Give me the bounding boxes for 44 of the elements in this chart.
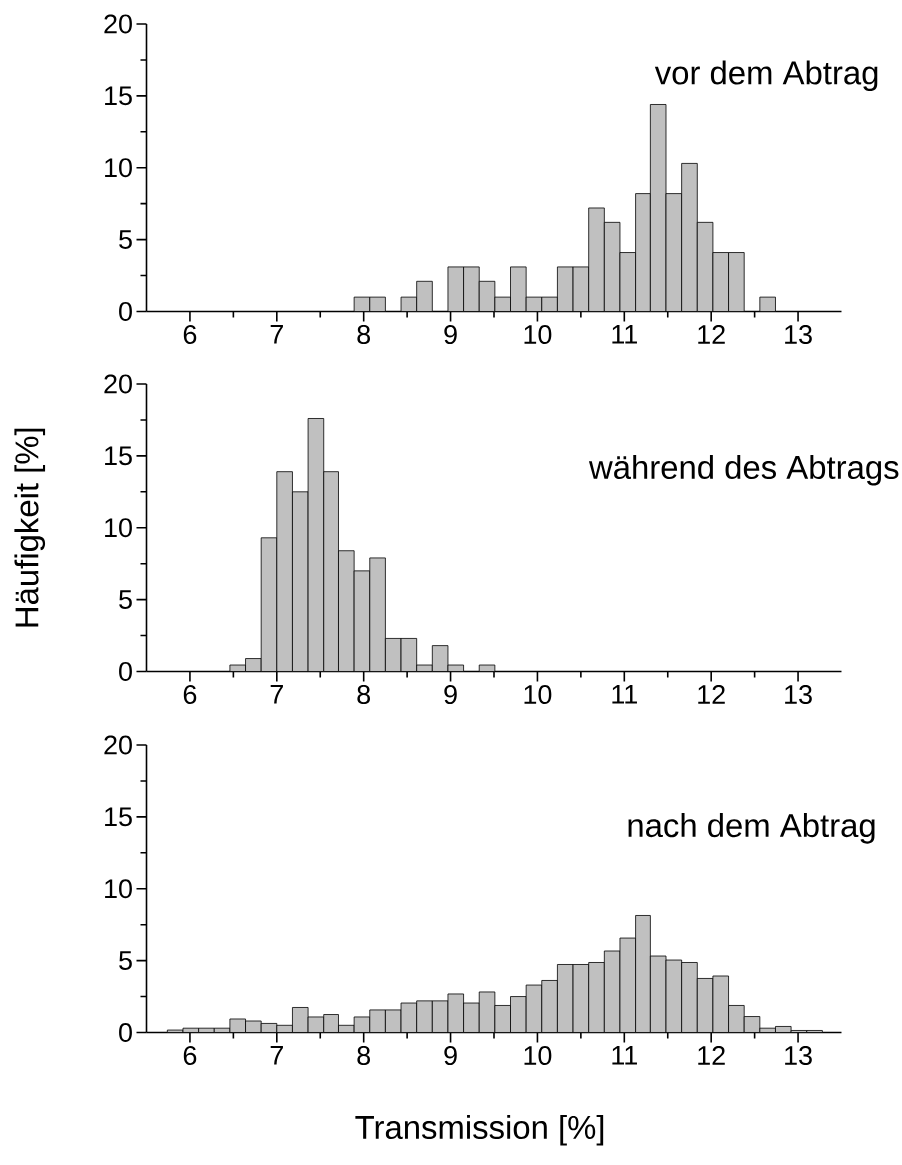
x-tick-label: 6 — [183, 1046, 197, 1066]
y-tick-label: 20 — [104, 14, 132, 34]
x-tick-label: 11 — [612, 325, 637, 344]
y-axis-title: Häufigkeit [%] — [14, 428, 46, 627]
y-tick-label: 0 — [119, 301, 132, 322]
x-tick-label: 10 — [524, 685, 552, 705]
x-tick-label: 8 — [357, 685, 370, 705]
y-tick-label: 5 — [119, 951, 132, 970]
x-tick-label: 9 — [444, 325, 457, 345]
x-tick-label: 11 — [612, 1046, 637, 1065]
x-tick-label: 13 — [785, 325, 812, 345]
y-tick-label: 5 — [119, 590, 132, 609]
x-tick-label: 12 — [698, 1046, 725, 1065]
x-tick-label: 12 — [698, 685, 725, 704]
x-tick-label: 9 — [444, 685, 457, 705]
y-tick-label: 15 — [105, 446, 132, 466]
y-tick-label: 15 — [105, 807, 132, 827]
x-tick-label: 13 — [785, 1046, 812, 1066]
y-tick-label: 0 — [119, 1022, 132, 1043]
x-tick-label: 8 — [357, 325, 370, 345]
x-tick-label: 6 — [183, 325, 197, 345]
y-tick-label: 10 — [105, 879, 132, 899]
x-tick-label: 10 — [524, 325, 552, 345]
x-tick-label: 7 — [270, 685, 283, 704]
text: während des Abtrags — [588, 454, 899, 486]
x-tick-label: 6 — [183, 685, 197, 705]
x-tick-label: 9 — [444, 1046, 457, 1066]
x-axis-title: Transmission [%] — [355, 1114, 604, 1146]
y-tick-label: 5 — [119, 230, 132, 249]
text: vor dem Abtrag — [654, 60, 878, 92]
text: nach dem Abtrag — [628, 813, 875, 844]
y-tick-label: 20 — [104, 374, 132, 394]
y-tick-label: 10 — [105, 518, 132, 538]
y-tick-label: 15 — [105, 86, 132, 106]
x-tick-label: 10 — [524, 1046, 552, 1066]
y-tick-label: 10 — [105, 158, 132, 178]
x-tick-label: 7 — [270, 325, 283, 344]
x-tick-label: 8 — [357, 1046, 370, 1066]
x-tick-label: 13 — [785, 685, 812, 705]
x-tick-label: 12 — [698, 325, 725, 344]
y-tick-label: 0 — [119, 661, 132, 682]
y-tick-label: 20 — [104, 735, 132, 755]
x-tick-label: 7 — [270, 1046, 283, 1065]
x-tick-label: 11 — [612, 685, 637, 704]
